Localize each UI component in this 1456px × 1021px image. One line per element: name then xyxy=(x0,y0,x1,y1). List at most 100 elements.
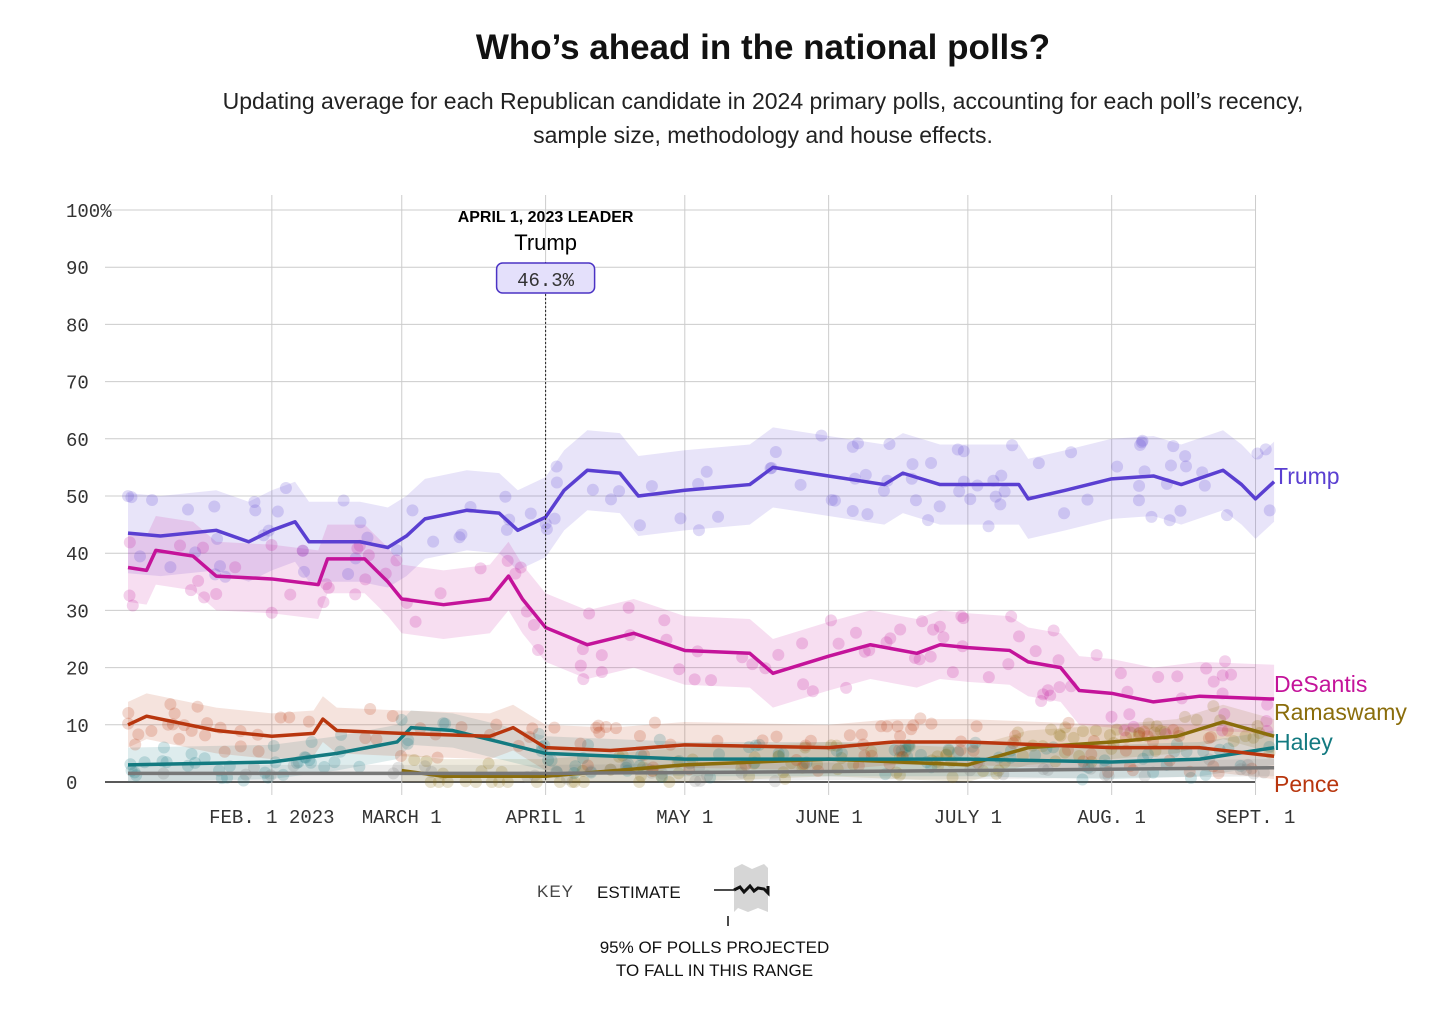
poll-dot xyxy=(951,443,964,456)
poll-dot xyxy=(1133,727,1146,740)
poll-dot xyxy=(218,745,231,758)
poll-dot xyxy=(704,771,717,784)
poll-dot xyxy=(351,542,364,555)
poll-dot xyxy=(1135,436,1148,449)
poll-dot xyxy=(283,711,296,724)
poll-dot xyxy=(1067,731,1080,744)
poll-dot xyxy=(1133,726,1146,739)
poll-dot xyxy=(548,721,561,734)
poll-dot xyxy=(359,732,372,745)
poll-dot xyxy=(1054,729,1067,742)
poll-dot xyxy=(852,759,865,772)
y-tick-label: 20 xyxy=(66,659,89,681)
poll-dot xyxy=(1058,507,1071,520)
poll-dot xyxy=(622,758,635,771)
poll-dot xyxy=(210,588,223,601)
poll-dot xyxy=(298,565,311,578)
poll-dot xyxy=(322,581,335,594)
poll-dot xyxy=(593,726,606,739)
y-tick-label: 50 xyxy=(66,487,89,509)
chart: 0 10 20 30 40 50 60 70 80 90 100% FEB. 1 2023 MARCH … xyxy=(66,195,1407,829)
poll-dot xyxy=(712,510,725,523)
y-tick-label: 80 xyxy=(66,315,89,337)
poll-dot xyxy=(700,465,713,478)
annotation-heading: APRIL 1, 2023 LEADER xyxy=(458,209,634,226)
poll-dot xyxy=(924,650,937,663)
poll-dot xyxy=(395,713,408,726)
poll-dot xyxy=(1261,698,1274,711)
poll-dot xyxy=(122,490,135,503)
poll-dot xyxy=(439,717,452,730)
poll-dot xyxy=(490,718,503,731)
poll-dot xyxy=(1220,509,1233,522)
poll-dot xyxy=(229,561,242,574)
poll-dot xyxy=(164,561,177,574)
poll-dot xyxy=(770,730,783,743)
poll-dot xyxy=(1089,724,1102,737)
x-tick-label: MARCH 1 xyxy=(362,807,442,829)
poll-dot xyxy=(705,674,718,687)
poll-dot xyxy=(493,776,506,788)
poll-dot xyxy=(1102,769,1115,782)
poll-dot xyxy=(1259,443,1272,456)
poll-dot xyxy=(840,681,853,694)
poll-dot xyxy=(933,500,946,513)
poll-dot xyxy=(1127,720,1140,733)
poll-dot xyxy=(1260,715,1273,728)
poll-dot xyxy=(989,490,1002,503)
poll-dot xyxy=(673,663,686,676)
poll-dot xyxy=(185,584,198,597)
poll-dot xyxy=(1059,721,1072,734)
poll-dot xyxy=(296,544,309,557)
y-tick-label: 30 xyxy=(66,601,89,623)
poll-dot xyxy=(566,776,579,788)
key-range-label: 95% OF POLLS PROJECTED xyxy=(599,938,830,957)
poll-dot xyxy=(851,437,864,450)
poll-dot xyxy=(880,636,893,649)
poll-dot xyxy=(359,573,372,586)
series-label: Pence xyxy=(1274,771,1339,797)
poll-dot xyxy=(581,759,594,772)
poll-dot xyxy=(576,643,589,656)
poll-dot xyxy=(1202,732,1215,745)
poll-dot xyxy=(913,653,926,666)
poll-dot xyxy=(1011,726,1024,739)
poll-dot xyxy=(267,739,280,752)
chart-subtitle: Updating average for each Republican can… xyxy=(222,88,1304,148)
series-label: Trump xyxy=(1274,463,1340,489)
poll-dot xyxy=(318,760,331,773)
key-range-label-2: TO FALL IN THIS RANGE xyxy=(615,961,814,980)
poll-dot xyxy=(1124,726,1137,739)
confidence-band xyxy=(401,704,1275,782)
poll-dot xyxy=(500,523,513,536)
poll-dot xyxy=(855,728,868,741)
poll-dot xyxy=(532,727,545,740)
poll-dot xyxy=(1134,439,1147,452)
poll-dot xyxy=(392,761,405,774)
poll-dot xyxy=(424,776,437,788)
poll-dot xyxy=(995,469,1008,482)
poll-dot xyxy=(553,776,566,788)
poll-dot xyxy=(157,741,170,754)
poll-dot xyxy=(1154,724,1167,737)
poll-dot xyxy=(883,437,896,450)
poll-dot xyxy=(264,769,277,782)
poll-dot xyxy=(145,725,158,738)
poll-dot xyxy=(213,560,226,573)
poll-dot xyxy=(951,746,964,759)
poll-dot xyxy=(1199,768,1212,781)
confidence-band xyxy=(128,427,1275,588)
poll-dot xyxy=(861,508,874,521)
x-tick-label: JUNE 1 xyxy=(794,807,862,829)
poll-dot xyxy=(622,601,635,614)
poll-dot xyxy=(688,673,701,686)
poll-dot xyxy=(595,649,608,662)
poll-dot xyxy=(530,776,543,788)
x-tick-label: FEB. 1 2023 xyxy=(209,807,334,829)
poll-dot xyxy=(769,446,782,459)
poll-dot xyxy=(772,747,785,760)
poll-dot xyxy=(482,757,495,770)
poll-dot xyxy=(824,614,837,627)
poll-dot xyxy=(501,554,514,567)
poll-dot xyxy=(1190,713,1203,726)
